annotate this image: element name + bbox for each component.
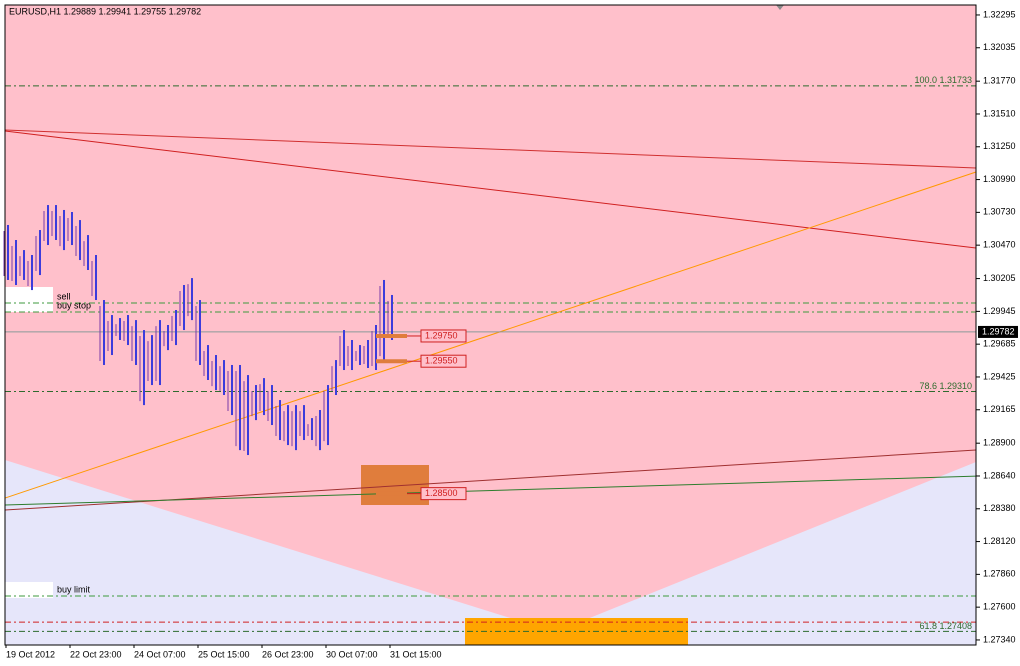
y-tick-label: 1.31510 [983, 108, 1016, 118]
trend-line [4, 130, 977, 249]
x-tick-label: 24 Oct 07:00 [134, 649, 186, 659]
y-tick-label: 1.28640 [983, 470, 1016, 480]
y-tick-label: 1.31770 [983, 76, 1016, 86]
level-label: 78.6 1.29310 [919, 381, 972, 391]
x-tick-label: 19 Oct 2012 [6, 649, 55, 659]
x-tick-label: 26 Oct 23:00 [262, 649, 314, 659]
trend-line [4, 475, 977, 506]
y-tick-label: 1.30205 [983, 273, 1016, 283]
y-tick-label: 1.32035 [983, 42, 1016, 52]
plot-frame [4, 4, 977, 646]
y-tick-label: 1.31250 [983, 141, 1016, 151]
y-tick-label: 1.28900 [983, 438, 1016, 448]
level-label: buy stop [57, 300, 91, 310]
chart-title: EURUSD,H1 1.29889 1.29941 1.29755 1.2978… [9, 6, 201, 16]
y-tick-label: 1.29945 [983, 306, 1016, 316]
level-label: 61.8 1.27408 [919, 621, 972, 631]
x-tick-label: 30 Oct 07:00 [326, 649, 378, 659]
order-label: 1.29550 [425, 356, 458, 366]
y-tick-label: 1.28120 [983, 536, 1016, 546]
y-tick-label: 1.29685 [983, 339, 1016, 349]
label-pad [0, 582, 53, 598]
level-label: sell [57, 291, 71, 301]
trend-line [4, 171, 977, 499]
order-label-box [420, 487, 467, 501]
order-label-box [420, 329, 467, 343]
order-label: 1.29750 [425, 330, 458, 340]
y-tick-label: 1.30990 [983, 174, 1016, 184]
scroll-marker [776, 5, 784, 10]
zone-shade [5, 460, 976, 645]
label-pad [0, 287, 53, 312]
y-tick-label: 1.30730 [983, 207, 1016, 217]
y-tick-label: 1.27340 [983, 634, 1016, 644]
x-tick-label: 31 Oct 15:00 [390, 649, 442, 659]
order-zone [361, 465, 429, 505]
trend-line [4, 129, 977, 169]
x-tick-label: 22 Oct 23:00 [70, 649, 122, 659]
current-price-label: 1.29782 [982, 326, 1015, 336]
current-price-box [978, 325, 1018, 338]
y-tick-label: 1.27860 [983, 569, 1016, 579]
y-tick-label: 1.27600 [983, 602, 1016, 612]
y-tick-label: 1.29165 [983, 404, 1016, 414]
level-label: buy limit [57, 584, 91, 594]
y-tick-label: 1.29425 [983, 371, 1016, 381]
order-label-box [420, 354, 467, 368]
order-label: 1.28500 [425, 488, 458, 498]
y-tick-label: 1.32295 [983, 9, 1016, 19]
y-tick-label: 1.28380 [983, 503, 1016, 513]
y-tick-label: 1.30470 [983, 240, 1016, 250]
x-tick-label: 25 Oct 15:00 [198, 649, 250, 659]
level-label: 100.0 1.31733 [914, 75, 972, 85]
